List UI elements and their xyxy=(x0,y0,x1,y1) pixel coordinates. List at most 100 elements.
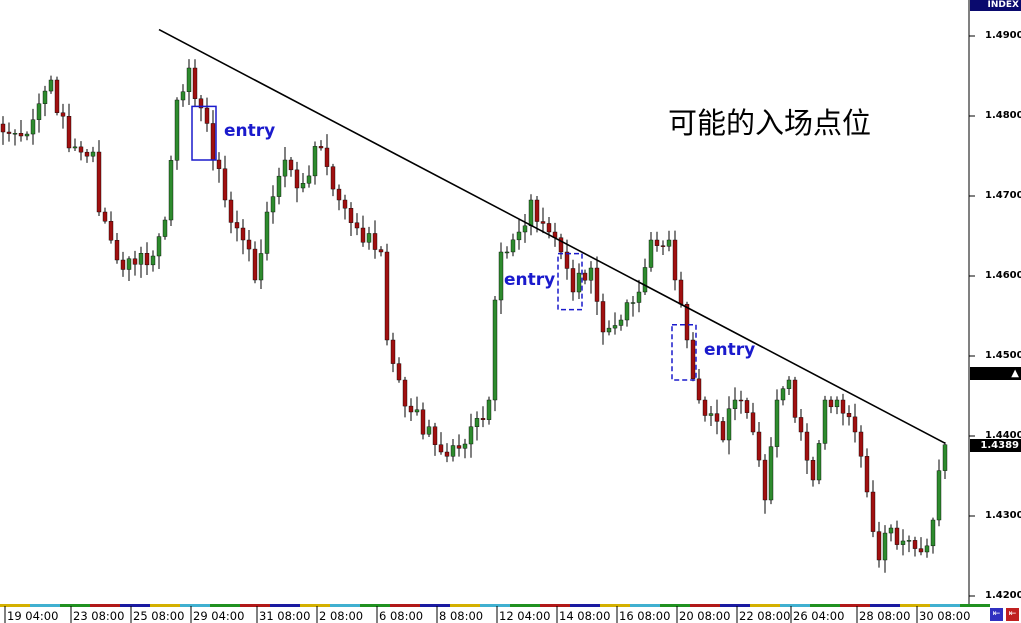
candle-bearish xyxy=(60,112,66,117)
entry-box xyxy=(557,252,583,311)
candle-bullish xyxy=(930,519,936,547)
y-tick-label: 1.4300 xyxy=(985,510,1021,521)
candle-bullish xyxy=(666,239,672,247)
session-color-bar xyxy=(840,604,870,607)
candle-bullish xyxy=(138,253,144,265)
candle-bullish xyxy=(468,426,474,445)
candle-bullish xyxy=(780,388,786,401)
candle-bearish xyxy=(702,399,708,416)
session-color-bar xyxy=(420,604,450,607)
candle-bullish xyxy=(726,408,732,441)
candle-bearish xyxy=(570,268,576,293)
x-tick-label: 22 08:00 xyxy=(739,609,791,623)
session-color-bar xyxy=(870,604,900,607)
candle-bearish xyxy=(918,548,924,553)
session-color-bar xyxy=(450,604,480,607)
candle-bearish xyxy=(840,399,846,414)
candle-bearish xyxy=(18,133,24,137)
x-tick-label: 8 08:00 xyxy=(439,609,484,623)
entry-label: entry xyxy=(504,269,556,290)
entry-box xyxy=(671,324,697,381)
candle-bearish xyxy=(210,123,216,161)
x-tick-label: 26 04:00 xyxy=(793,609,845,623)
candle-bearish xyxy=(876,531,882,561)
candle-bearish xyxy=(654,239,660,246)
x-tick-label: 6 08:00 xyxy=(379,609,424,623)
candle-bullish xyxy=(414,409,420,413)
candle-bearish xyxy=(0,123,6,133)
candle-bearish xyxy=(204,107,210,124)
x-tick-label: 12 04:00 xyxy=(499,609,551,623)
candle-bullish xyxy=(576,272,582,293)
candle-bullish xyxy=(282,159,288,177)
candle-bullish xyxy=(708,413,714,416)
scroll-to-start-button[interactable]: ⇤ xyxy=(990,608,1003,621)
candle-bullish xyxy=(24,133,30,137)
x-tick-label: 16 08:00 xyxy=(619,609,671,623)
candle-bearish xyxy=(720,421,726,441)
candle-bearish xyxy=(546,223,552,233)
candle-bearish xyxy=(438,444,444,453)
scroll-to-end-button[interactable]: ⇤ xyxy=(1006,608,1019,621)
candle-bullish xyxy=(174,99,180,161)
x-tick-label: 30 08:00 xyxy=(919,609,971,623)
candle-bearish xyxy=(216,159,222,169)
candle-bearish xyxy=(690,339,696,380)
x-tick-label: 19 04:00 xyxy=(7,609,59,623)
candle-bearish xyxy=(858,431,864,457)
candle-bullish xyxy=(606,327,612,333)
candle-bearish xyxy=(348,208,354,223)
candle-bullish xyxy=(258,253,264,281)
candle-bearish xyxy=(294,169,300,189)
candle-bearish xyxy=(762,459,768,501)
candle-bullish xyxy=(528,199,534,227)
candle-bearish xyxy=(660,245,666,247)
candle-bullish xyxy=(306,175,312,184)
candle-bullish xyxy=(450,445,456,457)
candle-bullish xyxy=(774,399,780,447)
candle-bearish xyxy=(594,267,600,302)
candle-bearish xyxy=(84,151,90,157)
candle-bullish xyxy=(516,231,522,241)
candle-bearish xyxy=(798,417,804,433)
candle-bearish xyxy=(456,445,462,449)
session-color-bar xyxy=(150,604,180,607)
candle-bullish xyxy=(588,267,594,281)
candle-bearish xyxy=(582,272,588,281)
candle-bearish xyxy=(96,151,102,213)
session-color-bar xyxy=(690,604,720,607)
candle-bearish xyxy=(132,258,138,265)
candle-bullish xyxy=(264,211,270,254)
candle-bearish xyxy=(114,240,120,261)
trendline xyxy=(158,28,946,444)
candle-bullish xyxy=(618,319,624,326)
candle-bearish xyxy=(54,79,60,113)
candle-bullish xyxy=(276,175,282,197)
candle-bearish xyxy=(246,239,252,250)
x-tick-label: 29 04:00 xyxy=(193,609,245,623)
candle-bullish xyxy=(822,399,828,444)
candle-bearish xyxy=(222,168,228,201)
candle-bearish xyxy=(120,259,126,270)
candle-bearish xyxy=(402,379,408,407)
candle-bearish xyxy=(804,431,810,461)
session-color-bar xyxy=(930,604,960,607)
candle-bearish xyxy=(318,146,324,149)
candle-bearish xyxy=(864,456,870,493)
session-color-bar xyxy=(360,604,390,607)
candle-bullish xyxy=(510,239,516,253)
candle-bullish xyxy=(42,90,48,104)
candle-bullish xyxy=(36,103,42,120)
session-color-bar xyxy=(210,604,240,607)
candle-bearish xyxy=(744,400,750,413)
candle-bullish xyxy=(426,426,432,435)
candle-bullish xyxy=(768,446,774,501)
session-color-bar xyxy=(570,604,600,607)
candle-bearish xyxy=(144,253,150,266)
candle-bullish xyxy=(492,299,498,401)
candle-bearish xyxy=(756,431,762,461)
candle-bearish xyxy=(444,451,450,457)
candle-bearish xyxy=(534,199,540,222)
x-tick-label: 14 08:00 xyxy=(559,609,611,623)
